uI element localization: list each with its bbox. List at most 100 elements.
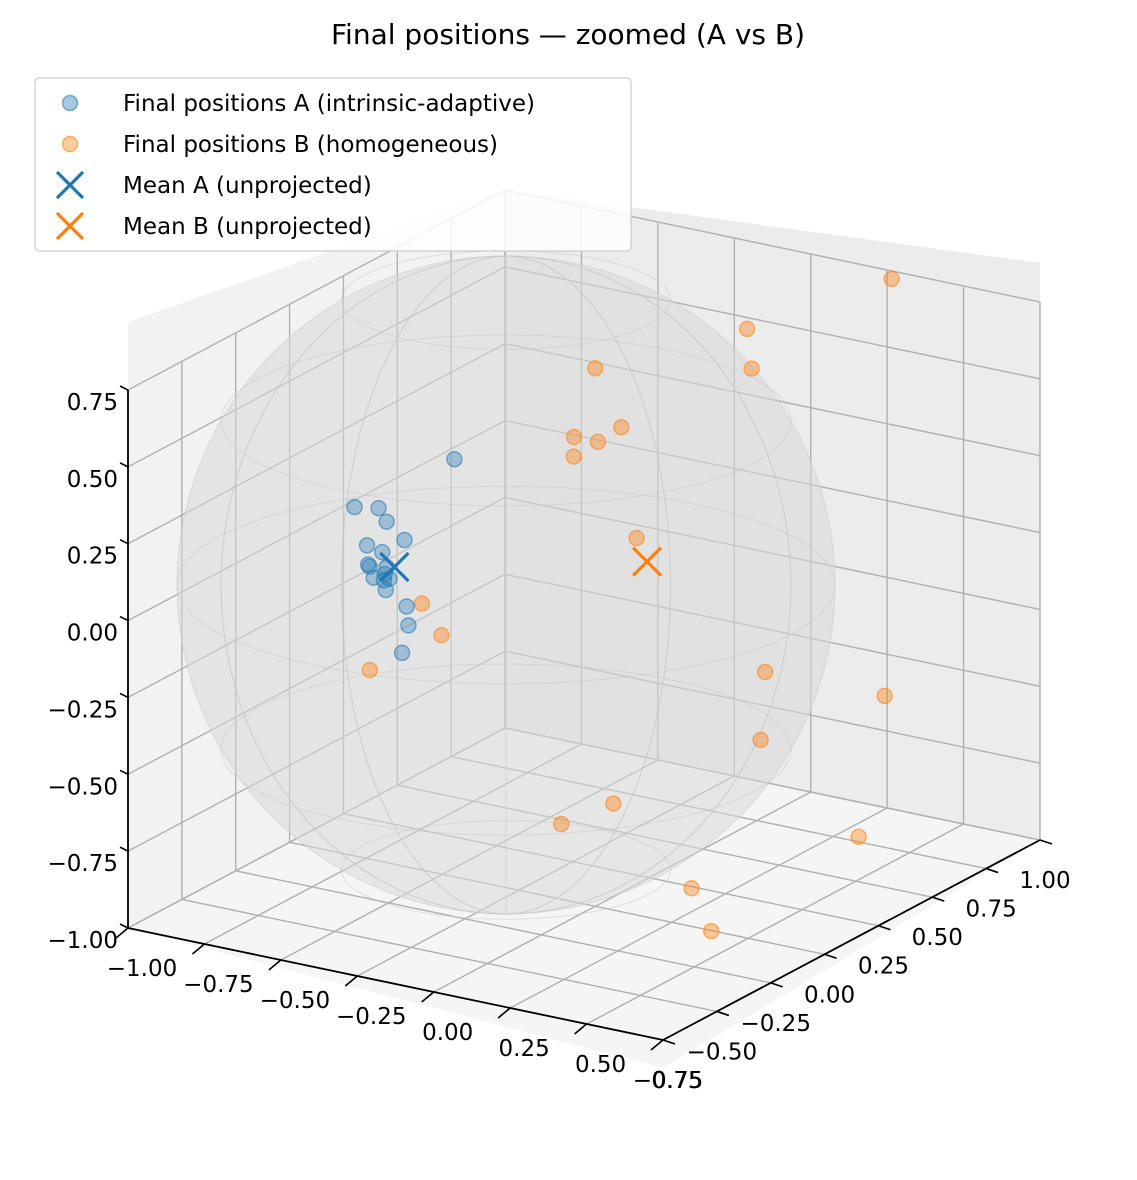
grid-line [181,898,718,1013]
y-tick-label: 0.25 [499,1036,550,1062]
legend-marker [55,170,85,200]
grid-line [586,823,964,1025]
z-tick-mark [119,846,129,852]
x-axis-line [662,839,1041,1041]
legend: Final positions A (intrinsic-adaptive) Fi… [34,77,632,252]
z-tick-label: −0.25 [48,697,118,723]
x-tick-label: 0.25 [858,954,909,980]
x-tick-label: −0.75 [633,1068,703,1094]
y-axis-line [127,927,664,1041]
z-tick-label: 0.50 [67,467,118,493]
series-a-point [446,451,463,468]
y-tick-label: −0.75 [183,972,253,998]
legend-marker [61,135,79,153]
x-tick-label: −0.25 [740,1011,810,1037]
legend-label: Mean A (unprojected) [123,173,372,199]
y-tick-label: 0.50 [575,1052,626,1078]
series-a-point [378,513,395,530]
z-tick-mark [119,769,129,776]
y-tick-label: −0.50 [260,988,330,1014]
series-a-point [373,543,391,561]
series-b-point [683,880,700,897]
z-tick-mark [119,385,129,391]
series-a-point [358,537,376,554]
y-tick-mark [191,943,205,955]
legend-marker [55,211,85,241]
x-tick-mark [878,924,891,931]
z-tick-label: 0.75 [67,390,118,416]
series-b-point [850,828,867,845]
legend-marker [61,94,79,112]
chart-title: Final positions — zoomed (A vs B) [331,18,805,51]
y-tick-mark [574,1023,588,1035]
y-tick-label: 0.75 [651,1068,702,1094]
x-tick-mark [824,953,837,960]
x-tick-label: 0.00 [804,982,855,1008]
z-tick-mark [119,923,129,929]
series-b-point [565,448,582,465]
x-tick-mark [1039,839,1053,845]
z-tick-mark [119,538,129,545]
series-a-point [370,499,387,517]
y-tick-label: −0.25 [336,1004,406,1030]
x-tick-label: 0.50 [912,925,963,951]
x-tick-mark [662,1039,676,1045]
z-tick-label: −0.75 [48,851,118,877]
series-a-point [377,581,395,599]
legend-frame [34,77,632,252]
series-b-point [752,731,769,749]
y-tick-mark [115,927,129,939]
z-tick-mark [119,615,129,622]
x-tick-mark [770,982,783,988]
y-tick-label: 0.00 [422,1020,473,1046]
y-tick-mark [650,1039,664,1051]
y-tick-label: −1.00 [107,956,177,982]
series-b-points [361,270,900,940]
x-axis-ticks: 1.000.750.500.250.00−0.25−0.50−0.75 [633,839,1071,1094]
series-b-point [743,360,760,377]
y-axis-ticks: −1.00−0.75−0.50−0.250.000.250.500.75 [107,927,703,1094]
legend-label: Final positions B (homogeneous) [123,132,498,158]
series-b-point [433,626,450,644]
y-tick-mark [421,991,435,1003]
grid-line [509,807,888,1009]
z-tick-mark [119,692,129,699]
series-b-point [605,795,622,812]
series-b-point [413,595,431,612]
series-b-point [589,433,607,451]
series-a-point [393,644,411,662]
x-tick-label: −0.50 [687,1039,757,1065]
x-tick-label: 1.00 [1019,868,1070,894]
series-b-point [613,419,630,436]
z-tick-mark [119,462,129,468]
series-b-point [703,922,720,940]
sphere-mesh [176,250,836,920]
z-tick-label: −1.00 [48,928,118,954]
mean-a-marker [379,551,410,583]
x-tick-mark [985,867,999,874]
z-axis-ticks: −1.00 −0.75 −0.50 −0.25 0.00 0.25 0.50 0.75 [48,385,129,954]
series-b-point [587,360,604,377]
x-tick-mark [716,1010,730,1017]
legend-label: Mean B (unprojected) [123,214,372,240]
series-a-point [400,617,417,634]
series-b-point [552,815,570,833]
x-tick-label: 0.75 [966,897,1017,923]
series-a-point [365,569,382,586]
y-tick-mark [497,1007,511,1019]
series-b-point [756,663,774,681]
series-b-point [628,529,645,547]
axes-lines [127,390,1041,1041]
series-b-point [361,661,379,679]
series-b-point [738,320,756,338]
series-a-point [398,598,415,615]
x-tick-mark [932,896,945,902]
mean-b-marker [631,546,663,577]
series-a-point [346,498,363,516]
legend-label: Final positions A (intrinsic-adaptive) [123,91,535,117]
z-tick-label: 0.25 [67,544,118,570]
series-b-point [876,687,893,705]
series-b-point [883,270,900,288]
grid-line [235,870,771,984]
